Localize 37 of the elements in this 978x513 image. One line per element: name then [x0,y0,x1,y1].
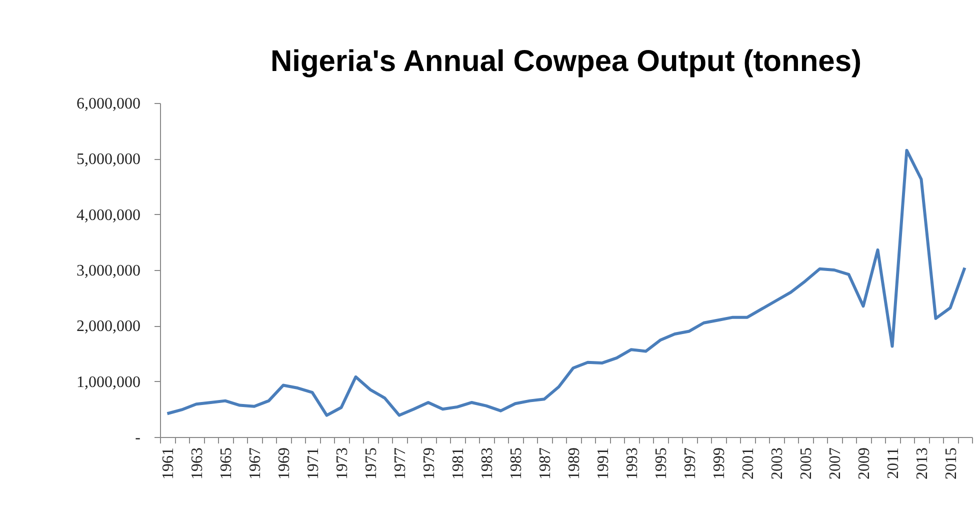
y-tick-label: - [135,430,140,446]
x-tick-label: 1985 [508,448,525,480]
x-tick-label: 1965 [218,448,235,480]
x-tick-label: 2007 [826,448,844,480]
line-series [166,148,966,417]
y-tick-label: 1,000,000 [76,374,140,391]
y-tick-label: 2,000,000 [76,318,140,336]
x-tick-label: 1975 [362,448,380,480]
x-tick-label: 1971 [304,448,322,480]
x-tick-label: 2013 [914,448,931,480]
x-tick-label: 1987 [536,448,554,480]
x-tick-label: 1981 [450,448,467,480]
x-tick-label: 1969 [276,448,293,480]
x-tick-label: 1997 [682,448,699,480]
x-tick-label: 2003 [768,448,786,480]
x-tick-label: 1967 [246,448,264,480]
x-tick-label: 1991 [594,448,612,480]
x-tick-label: 1999 [710,448,728,480]
x-tick-label: 1993 [624,448,641,480]
y-tick-label: 6,000,000 [76,96,140,112]
x-tick-label: 1979 [420,448,438,480]
x-tick-label: 1977 [392,448,409,480]
x-tick-label: 1973 [334,448,351,480]
y-tick-label: 5,000,000 [76,151,140,168]
x-tick-label: 1995 [652,448,670,480]
x-tick-label: 1963 [188,448,206,480]
y-tick-label: 3,000,000 [76,262,140,280]
x-tick-label: 1961 [160,448,177,480]
chart-title: Nigeria's Annual Cowpea Output (tonnes) [270,45,862,78]
x-tick-label: 2001 [740,448,757,480]
x-tick-label: 2015 [942,448,960,480]
y-tick-label: 4,000,000 [76,206,140,224]
x-tick-label: 2009 [856,448,873,480]
x-tick-label: 2005 [798,448,815,480]
x-tick-label: 1989 [566,448,583,480]
x-tick-label: 1983 [478,448,496,480]
x-tick-label: 2011 [884,448,902,479]
